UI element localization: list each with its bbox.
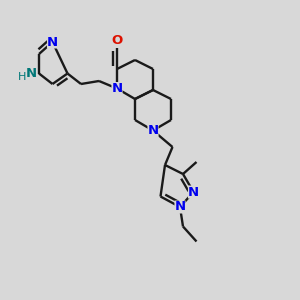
Text: N: N (174, 200, 186, 214)
Text: N: N (188, 185, 199, 199)
Text: O: O (111, 34, 123, 47)
Text: N: N (47, 35, 58, 49)
Text: N: N (111, 82, 123, 95)
Text: N: N (26, 67, 37, 80)
Text: N: N (147, 124, 159, 137)
Text: H: H (17, 72, 26, 82)
